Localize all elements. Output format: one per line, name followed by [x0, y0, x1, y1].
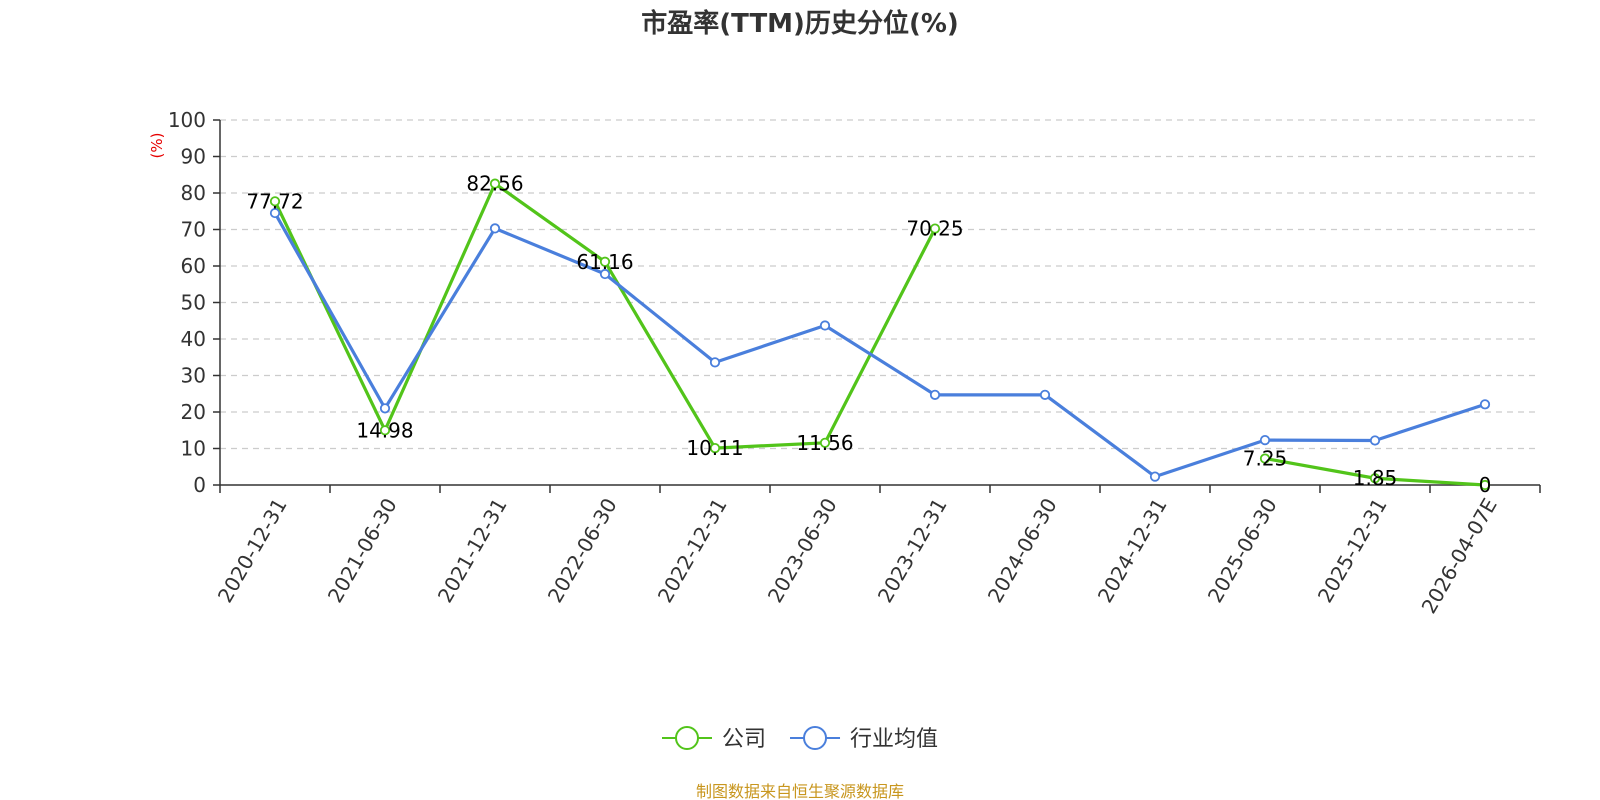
legend-marker-icon — [675, 726, 699, 750]
data-point[interactable] — [819, 437, 831, 448]
legend[interactable]: 公司 行业均值 — [662, 726, 938, 752]
data-point[interactable] — [1149, 471, 1161, 482]
x-tick-label: 2026-04-07E — [1417, 494, 1502, 618]
data-point[interactable] — [269, 196, 281, 207]
data-label: 1.85 — [1353, 466, 1398, 490]
y-tick-label: 30 — [181, 364, 206, 388]
legend-item-1[interactable]: 公司 — [662, 726, 766, 752]
x-tick-label: 2025-12-31 — [1313, 494, 1392, 607]
data-point[interactable] — [489, 223, 501, 234]
x-tick-label: 2022-12-31 — [653, 494, 732, 607]
axes: 0 10 20 30 40 50 60 70 80 90 100 2020-12-31 2021-06-… — [168, 108, 1541, 618]
data-point[interactable] — [929, 223, 941, 234]
series-lines — [269, 178, 1491, 491]
data-point[interactable] — [1479, 479, 1491, 491]
series-line — [273, 212, 1486, 479]
data-label: 77.72 — [246, 189, 303, 213]
data-label: 61.16 — [576, 250, 633, 274]
x-tick-label: 2024-06-30 — [983, 494, 1062, 607]
data-point[interactable] — [489, 178, 501, 189]
x-tick-label: 2023-06-30 — [763, 494, 842, 607]
x-tick-label: 2021-12-31 — [433, 494, 512, 607]
data-point[interactable] — [269, 207, 281, 219]
data-point[interactable] — [1259, 453, 1271, 464]
data-point[interactable] — [709, 442, 721, 454]
legend-label: 行业均值 — [850, 727, 938, 752]
legend-marker-icon — [803, 726, 828, 750]
data-point[interactable] — [599, 256, 611, 267]
data-label: 0 — [1479, 473, 1492, 497]
grid-lines — [220, 119, 1540, 450]
y-tick-label: 70 — [181, 218, 206, 242]
y-tick-label: 80 — [181, 181, 206, 205]
data-point[interactable] — [379, 425, 391, 436]
data-point[interactable] — [1259, 435, 1271, 446]
x-tick-label: 2021-06-30 — [323, 494, 402, 607]
y-tick-label: 60 — [181, 254, 206, 278]
data-label: 11.56 — [796, 431, 853, 455]
data-point[interactable] — [379, 403, 391, 414]
data-point[interactable] — [929, 389, 941, 400]
data-point[interactable] — [599, 268, 611, 280]
data-point[interactable] — [819, 320, 831, 331]
y-tick-label: 10 — [181, 437, 206, 461]
data-label: 82.56 — [466, 172, 523, 196]
y-tick-label: 0 — [193, 473, 206, 497]
series-2 — [269, 207, 1491, 482]
data-label: 10.11 — [686, 436, 743, 460]
data-label: 70.25 — [906, 217, 963, 241]
x-tick-label: 2023-12-31 — [873, 494, 952, 607]
y-axis-label: (%) — [148, 133, 166, 159]
data-point[interactable] — [1479, 399, 1491, 410]
y-tick-label: 20 — [181, 400, 206, 424]
data-point[interactable] — [709, 357, 721, 368]
series-line — [273, 182, 937, 450]
data-label: 14.98 — [356, 418, 413, 442]
data-labels: 77.72 14.98 82.56 61.16 10.11 11.56 70.25 7.25 1… — [246, 172, 1491, 497]
x-tick-label: 2025-06-30 — [1203, 494, 1282, 607]
y-tick-label: 90 — [181, 145, 206, 169]
legend-item-2[interactable]: 行业均值 — [790, 726, 938, 752]
series-1 — [269, 178, 1491, 491]
y-tick-label: 50 — [181, 291, 206, 315]
x-tick-label: 2022-06-30 — [543, 494, 622, 607]
x-tick-label: 2024-12-31 — [1093, 494, 1172, 607]
data-label: 7.25 — [1243, 447, 1288, 471]
legend-label: 公司 — [722, 727, 766, 752]
data-point[interactable] — [1369, 435, 1381, 446]
x-tick-label: 2020-12-31 — [213, 494, 292, 607]
y-tick-label: 100 — [168, 108, 206, 132]
chart-title: 市盈率(TTM)历史分位(%) — [641, 8, 959, 39]
data-point[interactable] — [1369, 473, 1381, 484]
data-point[interactable] — [1039, 389, 1051, 400]
y-tick-label: 40 — [181, 327, 206, 351]
source-note: 制图数据来自恒生聚源数据库 — [696, 782, 904, 800]
